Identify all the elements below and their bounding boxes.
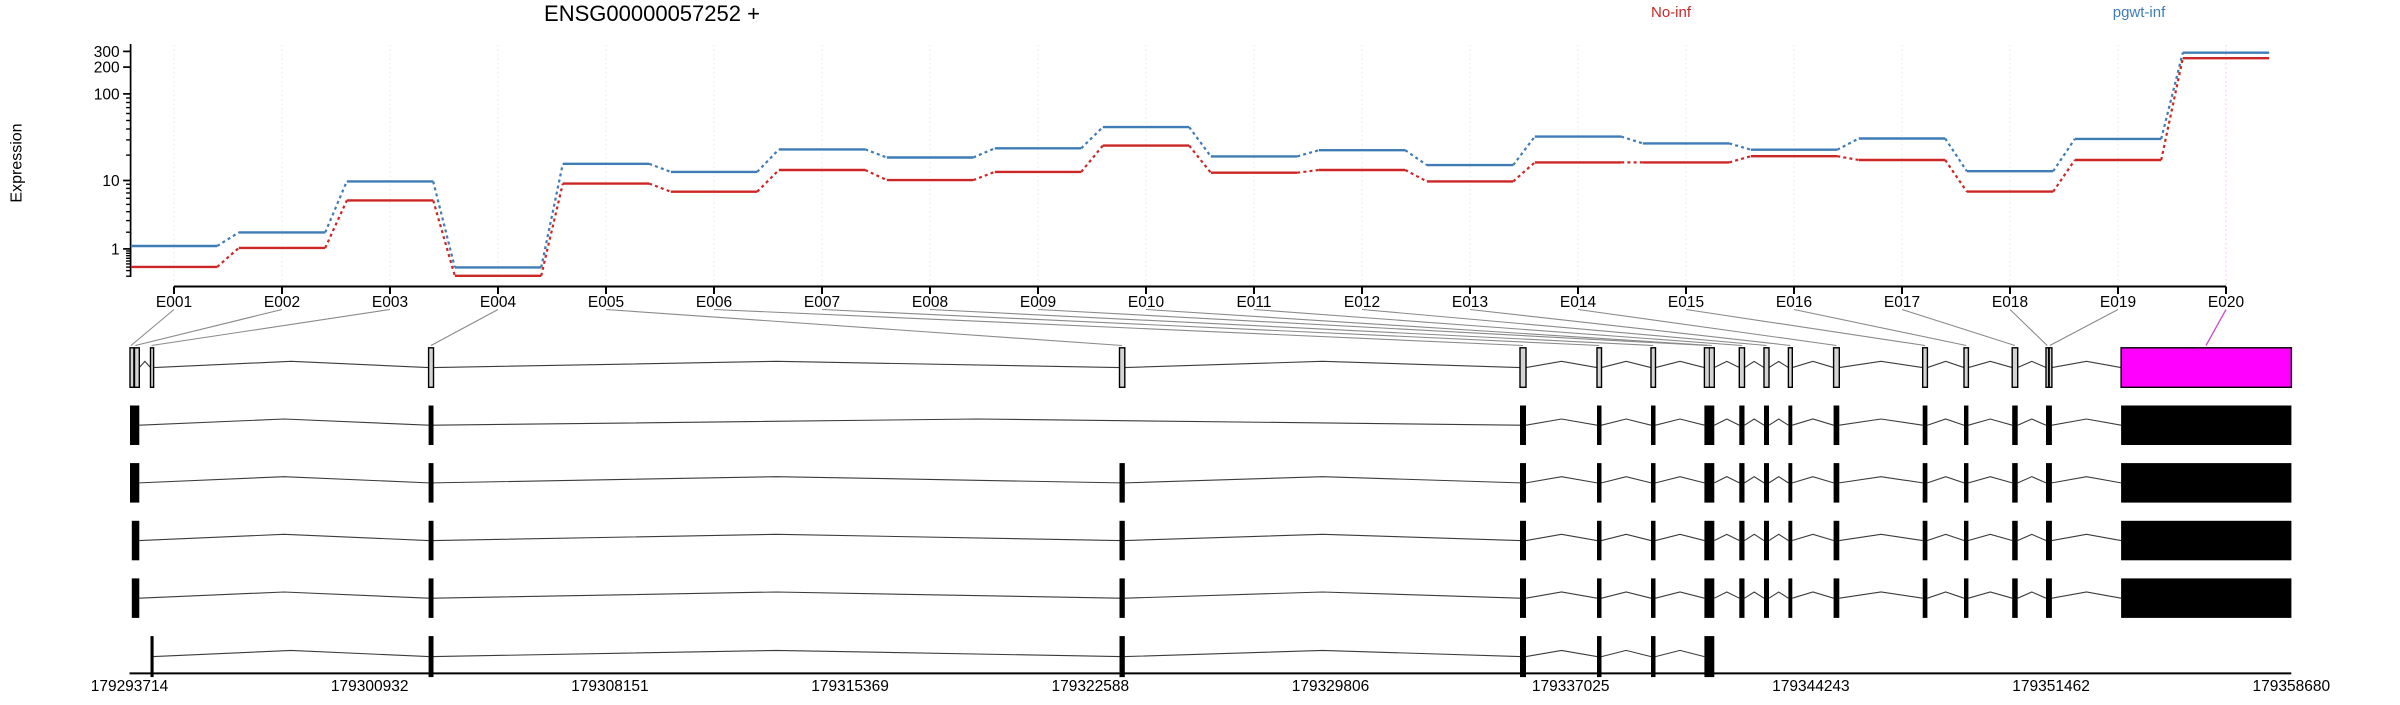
svg-text:E012: E012 xyxy=(1344,294,1380,311)
svg-text:E005: E005 xyxy=(588,294,624,311)
svg-text:179293714: 179293714 xyxy=(91,678,169,695)
svg-text:179300932: 179300932 xyxy=(331,678,409,695)
svg-text:E007: E007 xyxy=(804,294,840,311)
svg-text:E015: E015 xyxy=(1668,294,1704,311)
svg-text:179329806: 179329806 xyxy=(1292,678,1370,695)
svg-text:E020: E020 xyxy=(2208,294,2245,311)
svg-text:1: 1 xyxy=(111,241,120,258)
svg-text:E010: E010 xyxy=(1128,294,1165,311)
svg-text:E002: E002 xyxy=(264,294,300,311)
svg-text:200: 200 xyxy=(94,60,120,77)
svg-text:E003: E003 xyxy=(372,294,408,311)
svg-text:E006: E006 xyxy=(696,294,732,311)
svg-text:10: 10 xyxy=(102,173,120,190)
svg-text:179351462: 179351462 xyxy=(2012,678,2090,695)
svg-text:E017: E017 xyxy=(1884,294,1920,311)
svg-text:E004: E004 xyxy=(480,294,517,311)
svg-text:300: 300 xyxy=(94,44,120,61)
svg-text:E011: E011 xyxy=(1236,294,1271,311)
svg-text:E019: E019 xyxy=(2100,294,2136,311)
svg-text:E018: E018 xyxy=(1992,294,2028,311)
svg-text:ENSG00000057252 +: ENSG00000057252 + xyxy=(544,1,760,26)
svg-text:E008: E008 xyxy=(912,294,948,311)
svg-text:pgwt-inf: pgwt-inf xyxy=(2113,4,2166,21)
svg-text:No-inf: No-inf xyxy=(1651,4,1692,21)
svg-text:179308151: 179308151 xyxy=(571,678,649,695)
svg-text:E001: E001 xyxy=(156,294,192,311)
svg-text:E016: E016 xyxy=(1776,294,1812,311)
svg-text:179358680: 179358680 xyxy=(2253,678,2331,695)
svg-text:179322588: 179322588 xyxy=(1052,678,1130,695)
svg-text:179337025: 179337025 xyxy=(1532,678,1610,695)
svg-text:E013: E013 xyxy=(1452,294,1488,311)
svg-text:Expression: Expression xyxy=(9,123,26,202)
svg-text:E014: E014 xyxy=(1560,294,1597,311)
svg-text:179344243: 179344243 xyxy=(1772,678,1850,695)
svg-text:100: 100 xyxy=(94,86,120,103)
svg-text:E009: E009 xyxy=(1020,294,1056,311)
svg-text:179315369: 179315369 xyxy=(811,678,889,695)
